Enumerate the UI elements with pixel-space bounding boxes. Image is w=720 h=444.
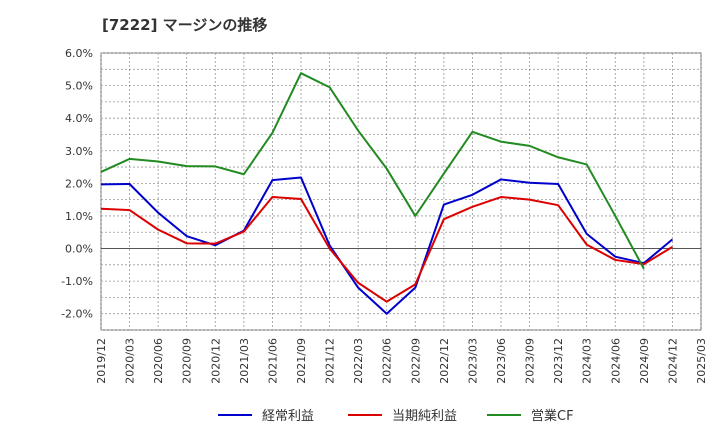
x-tick-label: 2020/06	[152, 338, 165, 384]
y-tick-label: 4.0%	[65, 112, 93, 125]
x-tick-label: 2023/03	[466, 338, 479, 384]
series-line-3	[100, 72, 645, 270]
x-tick-label: 2021/03	[238, 338, 251, 384]
x-tick-label: 2021/06	[266, 338, 279, 384]
y-tick-label: 3.0%	[65, 145, 93, 158]
y-tick-label: 0.0%	[65, 243, 93, 256]
x-tick-label: 2023/09	[524, 338, 537, 384]
x-tick-label: 2022/09	[409, 338, 422, 384]
x-tick-label: 2020/12	[209, 338, 222, 384]
x-tick-label: 2024/09	[638, 338, 651, 384]
x-tick-label: 2022/06	[381, 338, 394, 384]
x-tick-label: 2022/03	[352, 338, 365, 384]
y-tick-label: 2.0%	[65, 177, 93, 190]
x-tick-label: 2019/12	[95, 338, 108, 384]
x-tick-label: 2024/06	[609, 338, 622, 384]
legend-label-1: 経常利益	[262, 409, 314, 424]
series-line-1	[100, 176, 674, 315]
x-tick-label: 2024/12	[666, 338, 679, 384]
x-tick-label: 2021/12	[324, 338, 337, 384]
legend-label-2: 当期純利益	[392, 409, 457, 424]
y-tick-label: 5.0%	[65, 80, 93, 93]
y-tick-label: 1.0%	[65, 210, 93, 223]
x-tick-label: 2022/12	[438, 338, 451, 384]
y-tick-label: 6.0%	[65, 47, 93, 60]
x-tick-label: 2024/03	[581, 338, 594, 384]
x-tick-label: 2023/12	[552, 338, 565, 384]
x-tick-label: 2023/06	[495, 338, 508, 384]
series-line-2	[100, 196, 673, 303]
y-tick-label: -1.0%	[61, 275, 93, 288]
chart-title: [7222] マージンの推移	[102, 16, 268, 34]
y-tick-label: -2.0%	[61, 308, 93, 321]
legend-label-3: 営業CF	[531, 408, 574, 424]
x-tick-label: 2020/09	[181, 338, 194, 384]
x-tick-label: 2021/09	[295, 338, 308, 384]
x-tick-label: 2020/03	[124, 338, 137, 384]
x-tick-label: 2025/03	[695, 338, 708, 384]
